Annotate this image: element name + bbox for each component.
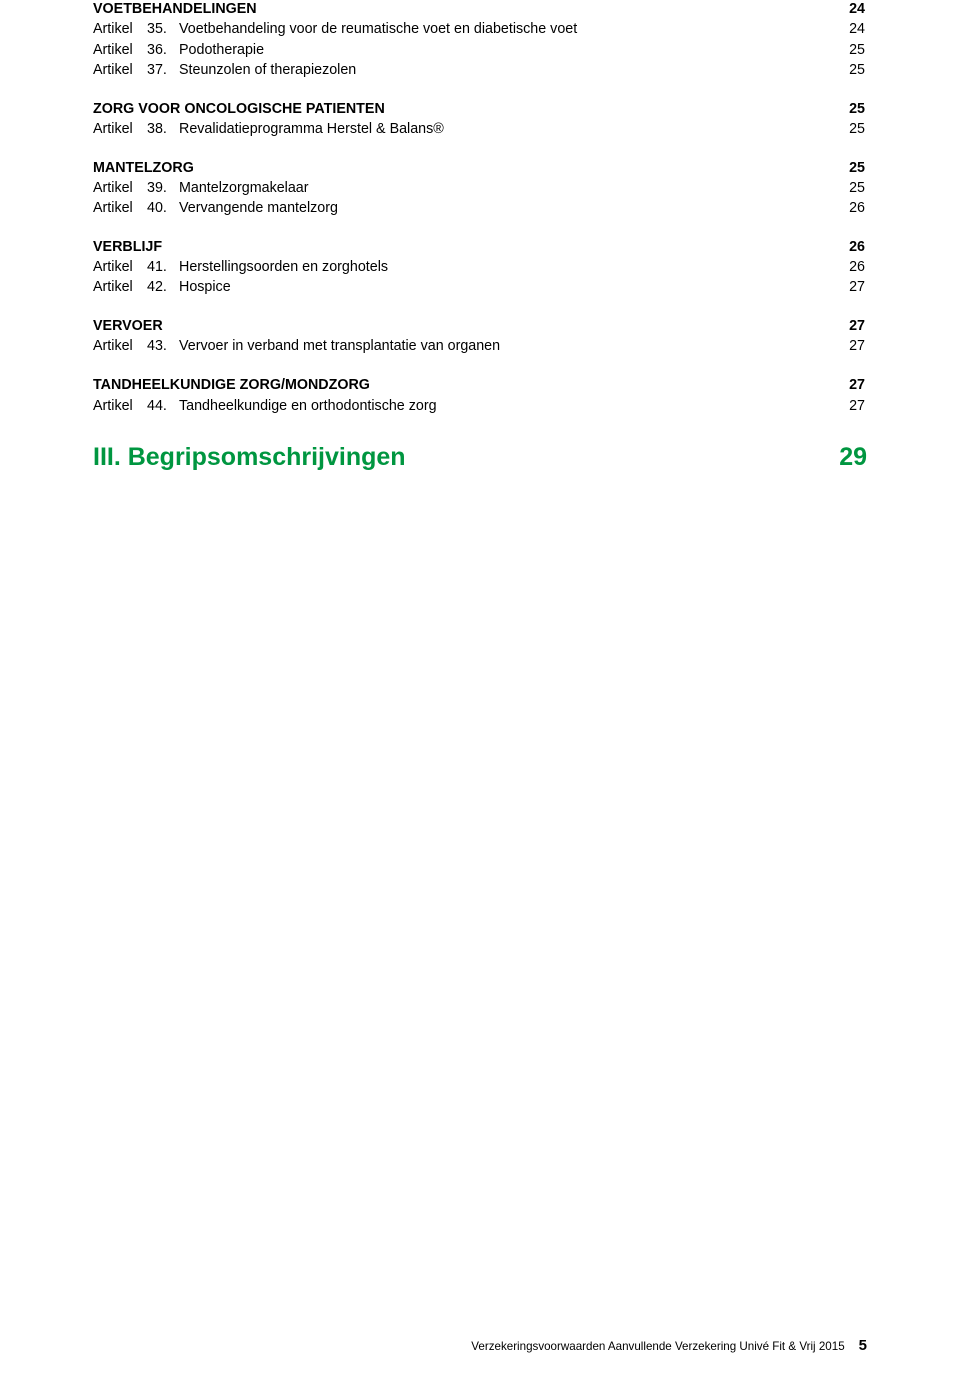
toc-item-num: 36. [147,41,179,60]
toc-item: Artikel 40. Vervangende mantelzorg 26 [93,199,867,219]
toc-item: Artikel 41. Herstellingsoorden en zorgho… [93,258,867,278]
toc-item-page: 25 [849,61,867,80]
toc-section-page: 27 [849,376,867,395]
toc-section-header: VOETBEHANDELINGEN 24 [93,0,867,20]
toc-section-title: ZORG VOOR ONCOLOGISCHE PATIENTEN [93,100,385,119]
toc-section-header: VERBLIJF 26 [93,238,867,258]
section-spacer [93,80,867,99]
toc-item: Artikel 43. Vervoer in verband met trans… [93,337,867,357]
toc-item-num: 35. [147,20,179,39]
toc-item-prefix: Artikel [93,120,147,139]
toc-item-prefix: Artikel [93,179,147,198]
footer-text: Verzekeringsvoorwaarden Aanvullende Verz… [471,1340,844,1353]
toc-section-page: 26 [849,238,867,257]
toc-section-page: 24 [849,0,867,19]
toc-item-title: Vervoer in verband met transplantatie va… [179,337,500,356]
section-spacer [93,219,867,238]
toc-item-prefix: Artikel [93,61,147,80]
toc-item-num: 39. [147,179,179,198]
toc-item-prefix: Artikel [93,278,147,297]
toc-item: Artikel 39. Mantelzorgmakelaar 25 [93,179,867,199]
toc-item-title: Podotherapie [179,41,264,60]
section-spacer [93,298,867,317]
toc-item-num: 41. [147,258,179,277]
toc-item-num: 38. [147,120,179,139]
toc-item-page: 27 [849,278,867,297]
toc-section-page: 25 [849,159,867,178]
toc-item-page: 27 [849,397,867,416]
toc-item-title: Voetbehandeling voor de reumatische voet… [179,20,577,39]
toc-item: Artikel 37. Steunzolen of therapiezolen … [93,60,867,80]
toc-item-page: 27 [849,337,867,356]
toc-section-title: VERVOER [93,317,163,336]
toc-item-num: 44. [147,397,179,416]
toc-section-header: TANDHEELKUNDIGE ZORG/MONDZORG 27 [93,376,867,396]
toc-item-page: 25 [849,41,867,60]
toc-item-prefix: Artikel [93,20,147,39]
toc-item-title: Revalidatieprogramma Herstel & Balans® [179,120,444,139]
chapter-heading: III. Begripsomschrijvingen 29 [93,443,867,472]
toc-item: Artikel 35. Voetbehandeling voor de reum… [93,20,867,40]
chapter-page: 29 [839,443,867,472]
toc-item: Artikel 36. Podotherapie 25 [93,40,867,60]
toc-item-title: Mantelzorgmakelaar [179,179,309,198]
toc-section-header: VERVOER 27 [93,317,867,337]
toc-item-prefix: Artikel [93,337,147,356]
toc-item-title: Vervangende mantelzorg [179,199,338,218]
toc-section-title: VOETBEHANDELINGEN [93,0,257,19]
toc-item-prefix: Artikel [93,199,147,218]
toc-item-num: 40. [147,199,179,218]
section-spacer [93,357,867,376]
toc-item-page: 26 [849,199,867,218]
section-spacer [93,139,867,158]
toc-section-title: VERBLIJF [93,238,162,257]
toc-item-prefix: Artikel [93,41,147,60]
toc-item-page: 26 [849,258,867,277]
toc-item: Artikel 38. Revalidatieprogramma Herstel… [93,119,867,139]
toc-item-title: Steunzolen of therapiezolen [179,61,356,80]
toc-item-num: 42. [147,278,179,297]
toc-item-page: 24 [849,20,867,39]
toc-section-title: TANDHEELKUNDIGE ZORG/MONDZORG [93,376,370,395]
toc-item-title: Tandheelkundige en orthodontische zorg [179,397,437,416]
table-of-contents: VOETBEHANDELINGEN 24 Artikel 35. Voetbeh… [93,0,867,416]
toc-item-title: Herstellingsoorden en zorghotels [179,258,388,277]
toc-section-header: MANTELZORG 25 [93,158,867,178]
toc-item-prefix: Artikel [93,258,147,277]
toc-section-title: MANTELZORG [93,159,194,178]
toc-item: Artikel 42. Hospice 27 [93,278,867,298]
toc-section-header: ZORG VOOR ONCOLOGISCHE PATIENTEN 25 [93,99,867,119]
page: VOETBEHANDELINGEN 24 Artikel 35. Voetbeh… [0,0,960,1388]
chapter-title: III. Begripsomschrijvingen [93,443,406,472]
footer-page-number: 5 [859,1337,867,1354]
toc-item-num: 43. [147,337,179,356]
page-footer: Verzekeringsvoorwaarden Aanvullende Verz… [471,1337,867,1354]
toc-item-page: 25 [849,179,867,198]
toc-item-num: 37. [147,61,179,80]
toc-section-page: 27 [849,317,867,336]
toc-item: Artikel 44. Tandheelkundige en orthodont… [93,396,867,416]
toc-section-page: 25 [849,100,867,119]
toc-item-prefix: Artikel [93,397,147,416]
toc-item-title: Hospice [179,278,231,297]
toc-item-page: 25 [849,120,867,139]
